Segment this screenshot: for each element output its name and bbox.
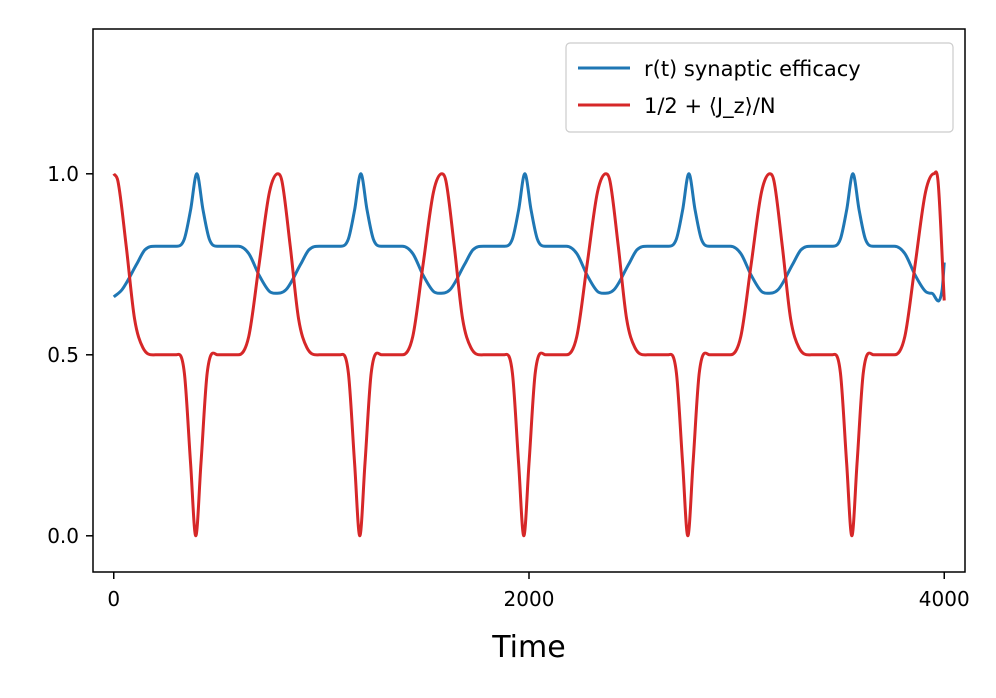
series-layer [112, 170, 946, 538]
legend: r(t) synaptic efficacy 1/2 + ⟨J_z⟩/N [565, 42, 954, 133]
axes-layer: 0 2000 4000 0.0 0.5 1.0 [47, 162, 970, 611]
x-axis-title: Time [491, 630, 565, 665]
series-line-jz [112, 170, 946, 538]
x-tick-label: 2000 [504, 587, 555, 611]
x-tick-label: 0 [107, 587, 120, 611]
legend-label-jz: 1/2 + ⟨J_z⟩/N [644, 94, 776, 119]
y-tick-label: 0.0 [47, 524, 79, 548]
y-tick-label: 0.5 [47, 343, 79, 367]
legend-box [565, 42, 954, 133]
legend-label-r: r(t) synaptic efficacy [644, 57, 861, 81]
x-tick-label: 4000 [919, 587, 970, 611]
series-line-r [112, 172, 946, 303]
y-tick-label: 1.0 [47, 162, 79, 186]
